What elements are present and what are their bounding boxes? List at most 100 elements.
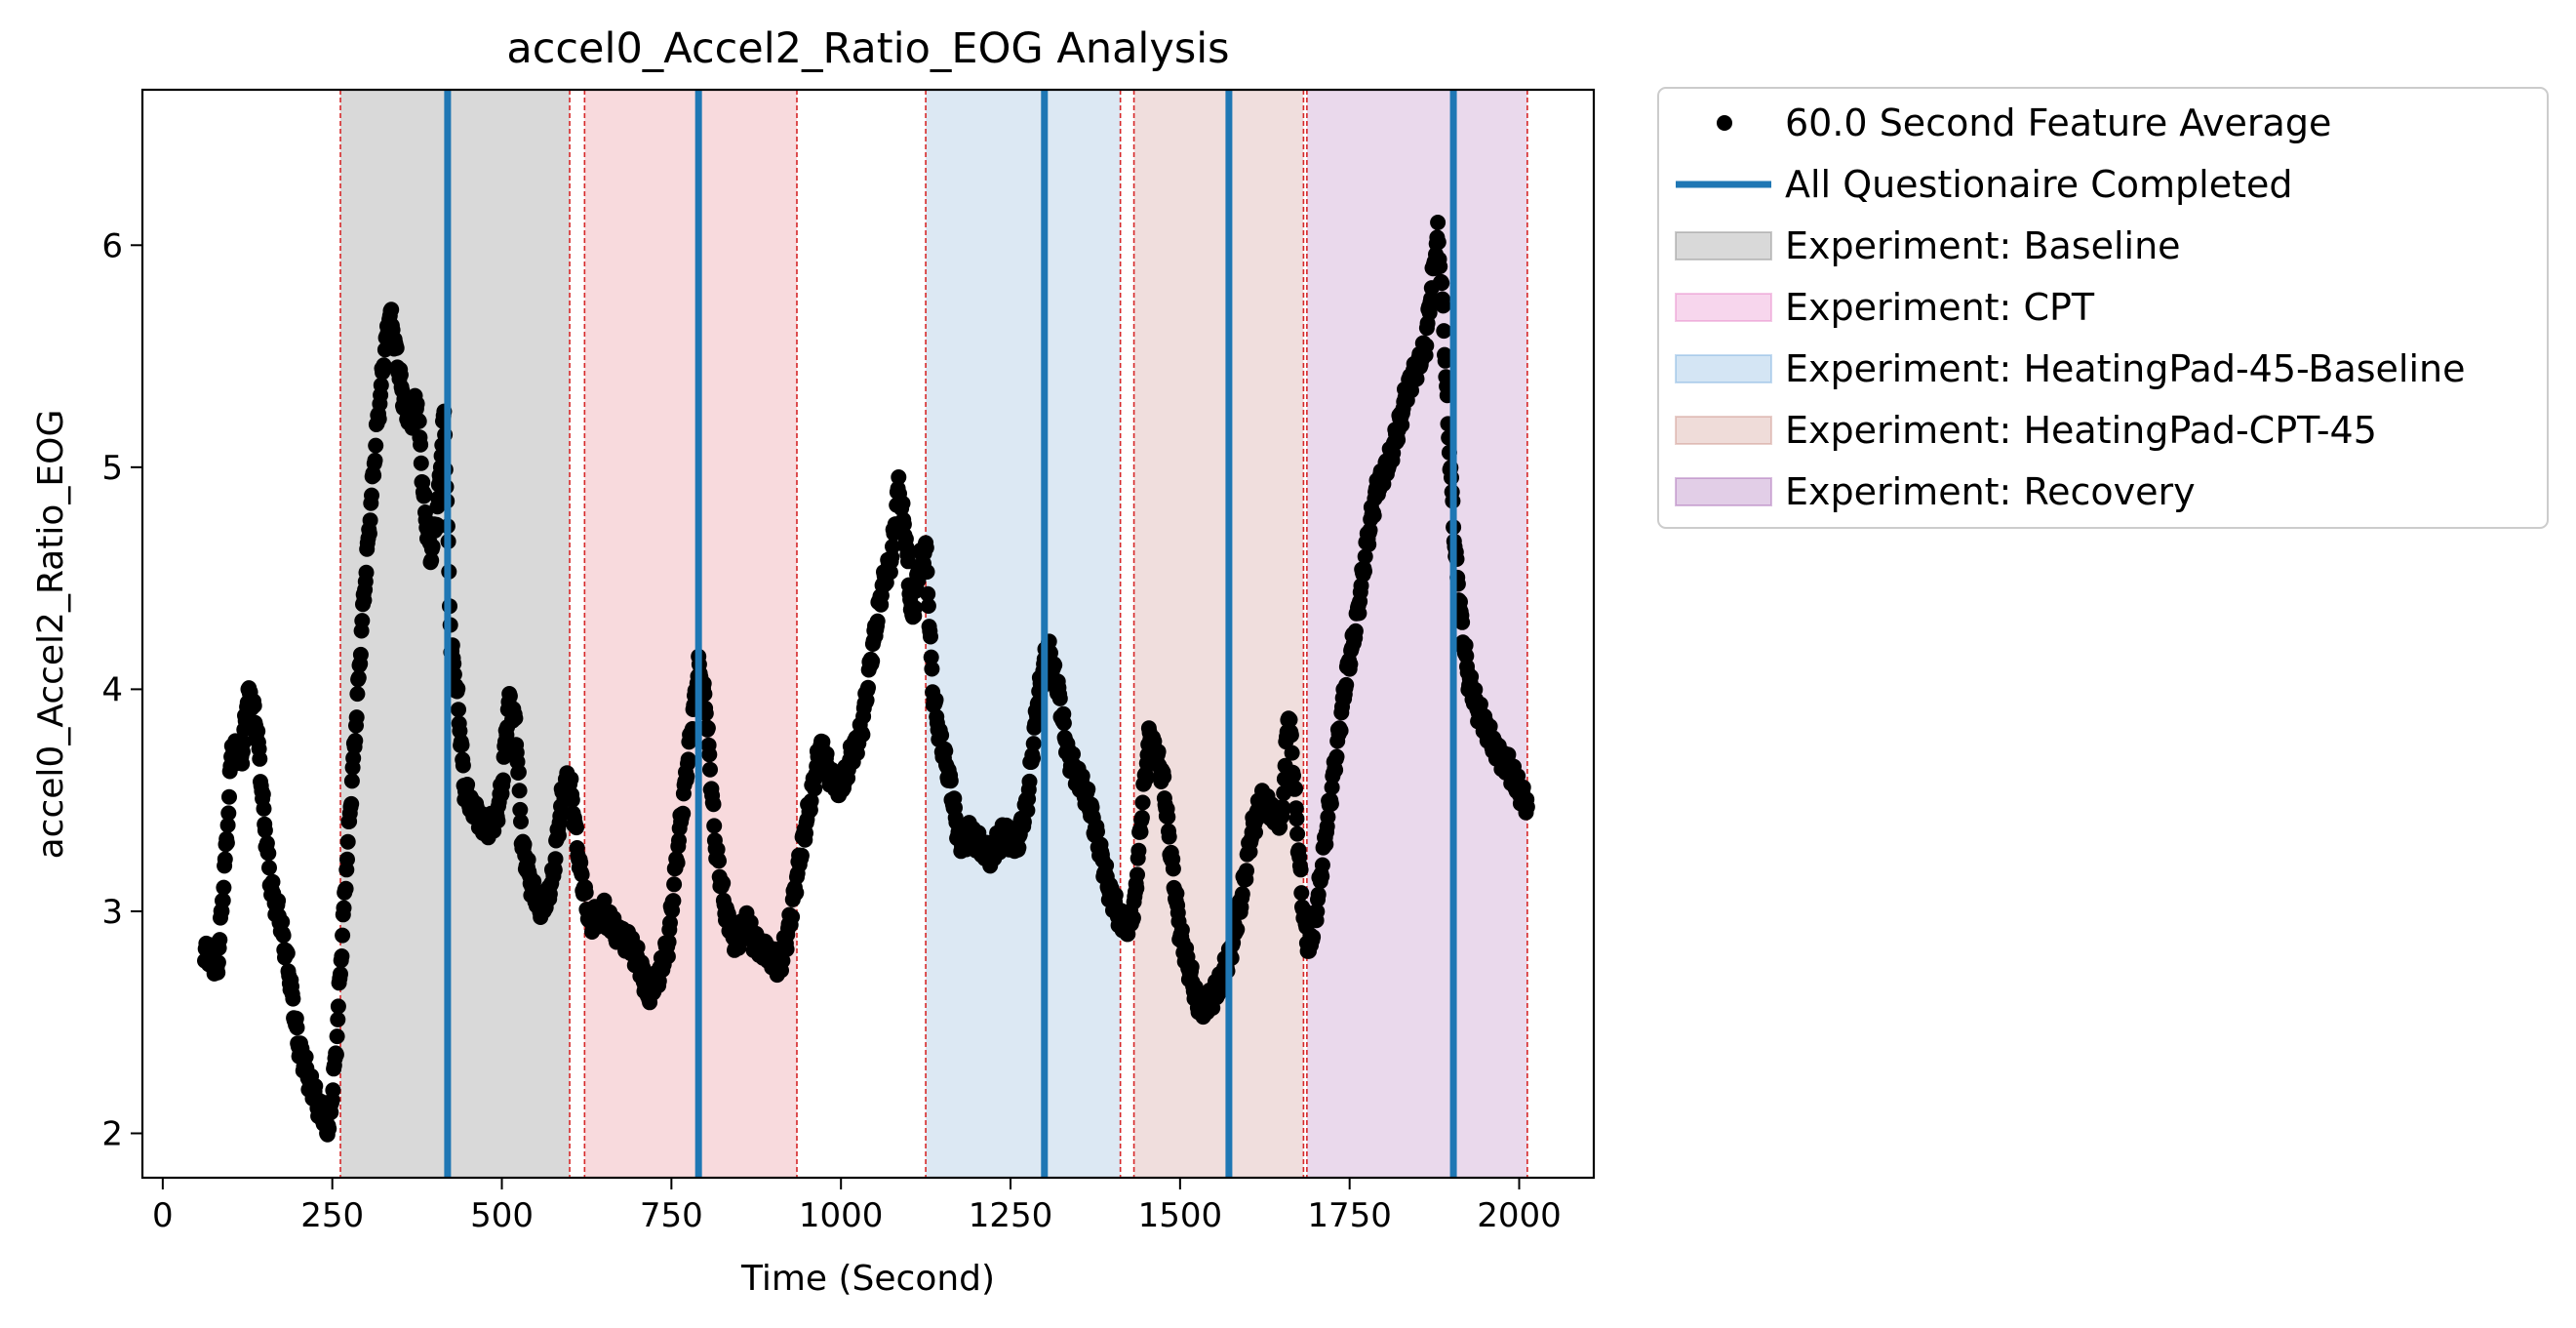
data-point-1031 [895,516,912,533]
legend-item-5: Experiment: HeatingPad-CPT-45 [1675,409,2377,452]
legend-label: Experiment: CPT [1785,286,2095,329]
data-point-1662 [1324,780,1340,795]
data-point-1433 [1169,885,1185,902]
data-point-1064 [918,540,934,556]
data-point-89 [257,823,273,838]
data-point-1222 [1025,736,1042,752]
data-point-208 [337,880,354,897]
data-point-1950 [1519,798,1535,815]
legend-patch-icon [1675,293,1772,322]
data-point-95 [261,860,277,876]
data-point-517 [547,851,564,867]
data-point-1253 [1047,657,1063,673]
data-point-1710 [1357,563,1372,580]
data-point-477 [520,852,536,867]
data-point-195 [329,1028,345,1045]
data-point-149 [297,1049,314,1066]
data-point-978 [860,679,876,696]
data-point-87 [256,800,272,817]
data-point-1092 [937,743,954,759]
legend-patch-icon [1675,416,1772,445]
data-point-1653 [1318,836,1334,853]
data-point-1819 [1430,234,1447,251]
data-point-30 [217,851,233,867]
data-point-1603 [1284,744,1300,761]
data-point-1647 [1314,868,1330,885]
region-0 [340,90,571,1178]
data-point-265 [376,359,393,376]
data-point-1420 [1160,809,1176,825]
data-point-1602 [1283,727,1299,744]
data-point-230 [352,646,369,663]
data-point-1014 [885,539,900,555]
data-point-432 [490,813,506,829]
data-point-1600 [1282,711,1298,728]
data-point-334 [423,552,440,569]
legend-label: Experiment: HeatingPad-CPT-45 [1785,409,2377,452]
x-tick-label-8: 2000 [1477,1196,1562,1235]
data-point-1078 [928,692,944,708]
data-point-1683 [1338,676,1355,693]
data-point-289 [392,367,409,383]
data-point-1316 [1090,824,1105,840]
data-point-28 [216,879,232,896]
data-point-194 [328,1046,344,1063]
data-point-336 [424,539,441,554]
x-tick-label-4: 1000 [799,1196,884,1235]
data-point-227 [350,669,367,686]
data-point-744 [701,746,718,763]
y-tick-label-2: 4 [101,670,123,709]
region-3 [1133,90,1304,1178]
data-point-78 [250,723,266,740]
data-point-217 [343,773,360,789]
data-point-224 [348,709,365,726]
data-point-33 [218,834,235,851]
data-point-1382 [1133,810,1150,825]
legend-marker-icon [1717,115,1732,131]
data-point-1667 [1328,762,1344,779]
data-point-713 [680,751,696,768]
data-point-1724 [1366,507,1382,524]
data-point-911 [814,734,831,750]
data-point-1669 [1328,748,1345,765]
x-tick-label-0: 0 [152,1196,174,1235]
region-1 [584,90,797,1178]
data-point-1066 [920,585,936,602]
data-point-699 [671,832,687,849]
data-point-686 [662,914,678,931]
legend: 60.0 Second Feature Average All Questiona… [1657,87,2549,529]
data-point-1261 [1051,690,1068,706]
data-point-562 [577,884,594,901]
data-point-379 [454,737,470,753]
data-point-589 [596,892,613,908]
data-point-1634 [1305,929,1322,946]
data-point-81 [252,750,268,767]
data-point-318 [413,436,429,453]
data-point-381 [455,757,471,774]
x-tick-label-2: 500 [470,1196,534,1235]
data-point-1213 [1019,802,1036,819]
data-point-1522 [1229,921,1246,938]
data-point-1617 [1293,885,1310,902]
y-tick-label-0: 2 [101,1114,123,1153]
data-point-880 [793,847,810,864]
data-point-1611 [1289,825,1306,842]
data-point-374 [451,702,466,718]
region-2 [926,90,1121,1178]
data-point-705 [675,805,692,822]
data-point-1787 [1408,371,1425,387]
data-point-1388 [1138,771,1155,786]
data-point-324 [416,486,433,503]
data-point-1656 [1320,809,1336,825]
data-point-646 [635,959,652,976]
data-point-463 [510,764,527,781]
legend-frame [1657,87,2549,529]
data-point-130 [285,990,301,1007]
legend-patch-icon [1675,231,1772,261]
data-point-1675 [1332,722,1349,739]
data-point-22 [212,932,228,948]
legend-item-0: 60.0 Second Feature Average [1717,101,2331,144]
data-point-764 [715,875,732,891]
data-point-1765 [1394,417,1410,433]
data-point-225 [349,686,366,703]
